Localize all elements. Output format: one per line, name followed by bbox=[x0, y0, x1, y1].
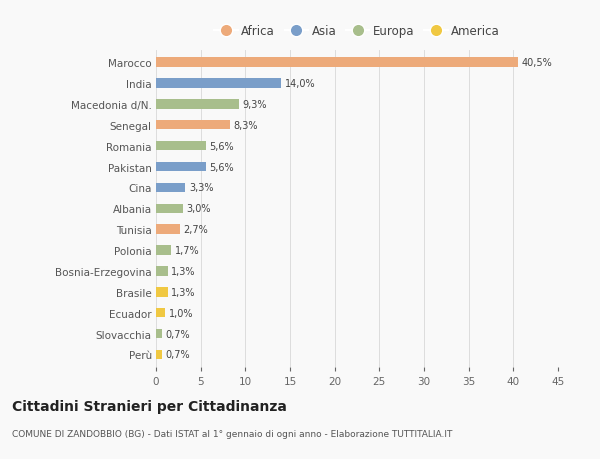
Text: 8,3%: 8,3% bbox=[234, 121, 258, 130]
Text: 5,6%: 5,6% bbox=[209, 162, 234, 172]
Bar bbox=[156, 183, 185, 193]
Bar bbox=[156, 58, 518, 67]
Text: 9,3%: 9,3% bbox=[242, 100, 267, 110]
Bar bbox=[156, 142, 206, 151]
Text: 5,6%: 5,6% bbox=[209, 141, 234, 151]
Bar bbox=[156, 204, 183, 213]
Bar bbox=[156, 329, 162, 339]
Text: 2,7%: 2,7% bbox=[184, 225, 208, 235]
Bar bbox=[156, 267, 167, 276]
Text: 0,7%: 0,7% bbox=[166, 329, 190, 339]
Bar bbox=[156, 225, 180, 235]
Text: 3,0%: 3,0% bbox=[187, 204, 211, 214]
Bar bbox=[156, 121, 230, 130]
Text: 1,3%: 1,3% bbox=[171, 287, 196, 297]
Legend: Africa, Asia, Europa, America: Africa, Asia, Europa, America bbox=[209, 20, 505, 42]
Text: 40,5%: 40,5% bbox=[521, 58, 552, 68]
Bar bbox=[156, 79, 281, 89]
Text: 0,7%: 0,7% bbox=[166, 350, 190, 360]
Bar bbox=[156, 100, 239, 109]
Text: 1,3%: 1,3% bbox=[171, 266, 196, 276]
Text: 1,0%: 1,0% bbox=[169, 308, 193, 318]
Bar bbox=[156, 287, 167, 297]
Text: 14,0%: 14,0% bbox=[284, 79, 315, 89]
Bar bbox=[156, 350, 162, 359]
Text: 3,3%: 3,3% bbox=[189, 183, 214, 193]
Text: COMUNE DI ZANDOBBIO (BG) - Dati ISTAT al 1° gennaio di ogni anno - Elaborazione : COMUNE DI ZANDOBBIO (BG) - Dati ISTAT al… bbox=[12, 429, 452, 438]
Text: Cittadini Stranieri per Cittadinanza: Cittadini Stranieri per Cittadinanza bbox=[12, 399, 287, 413]
Bar bbox=[156, 308, 165, 318]
Bar bbox=[156, 162, 206, 172]
Text: 1,7%: 1,7% bbox=[175, 246, 199, 256]
Bar bbox=[156, 246, 171, 255]
